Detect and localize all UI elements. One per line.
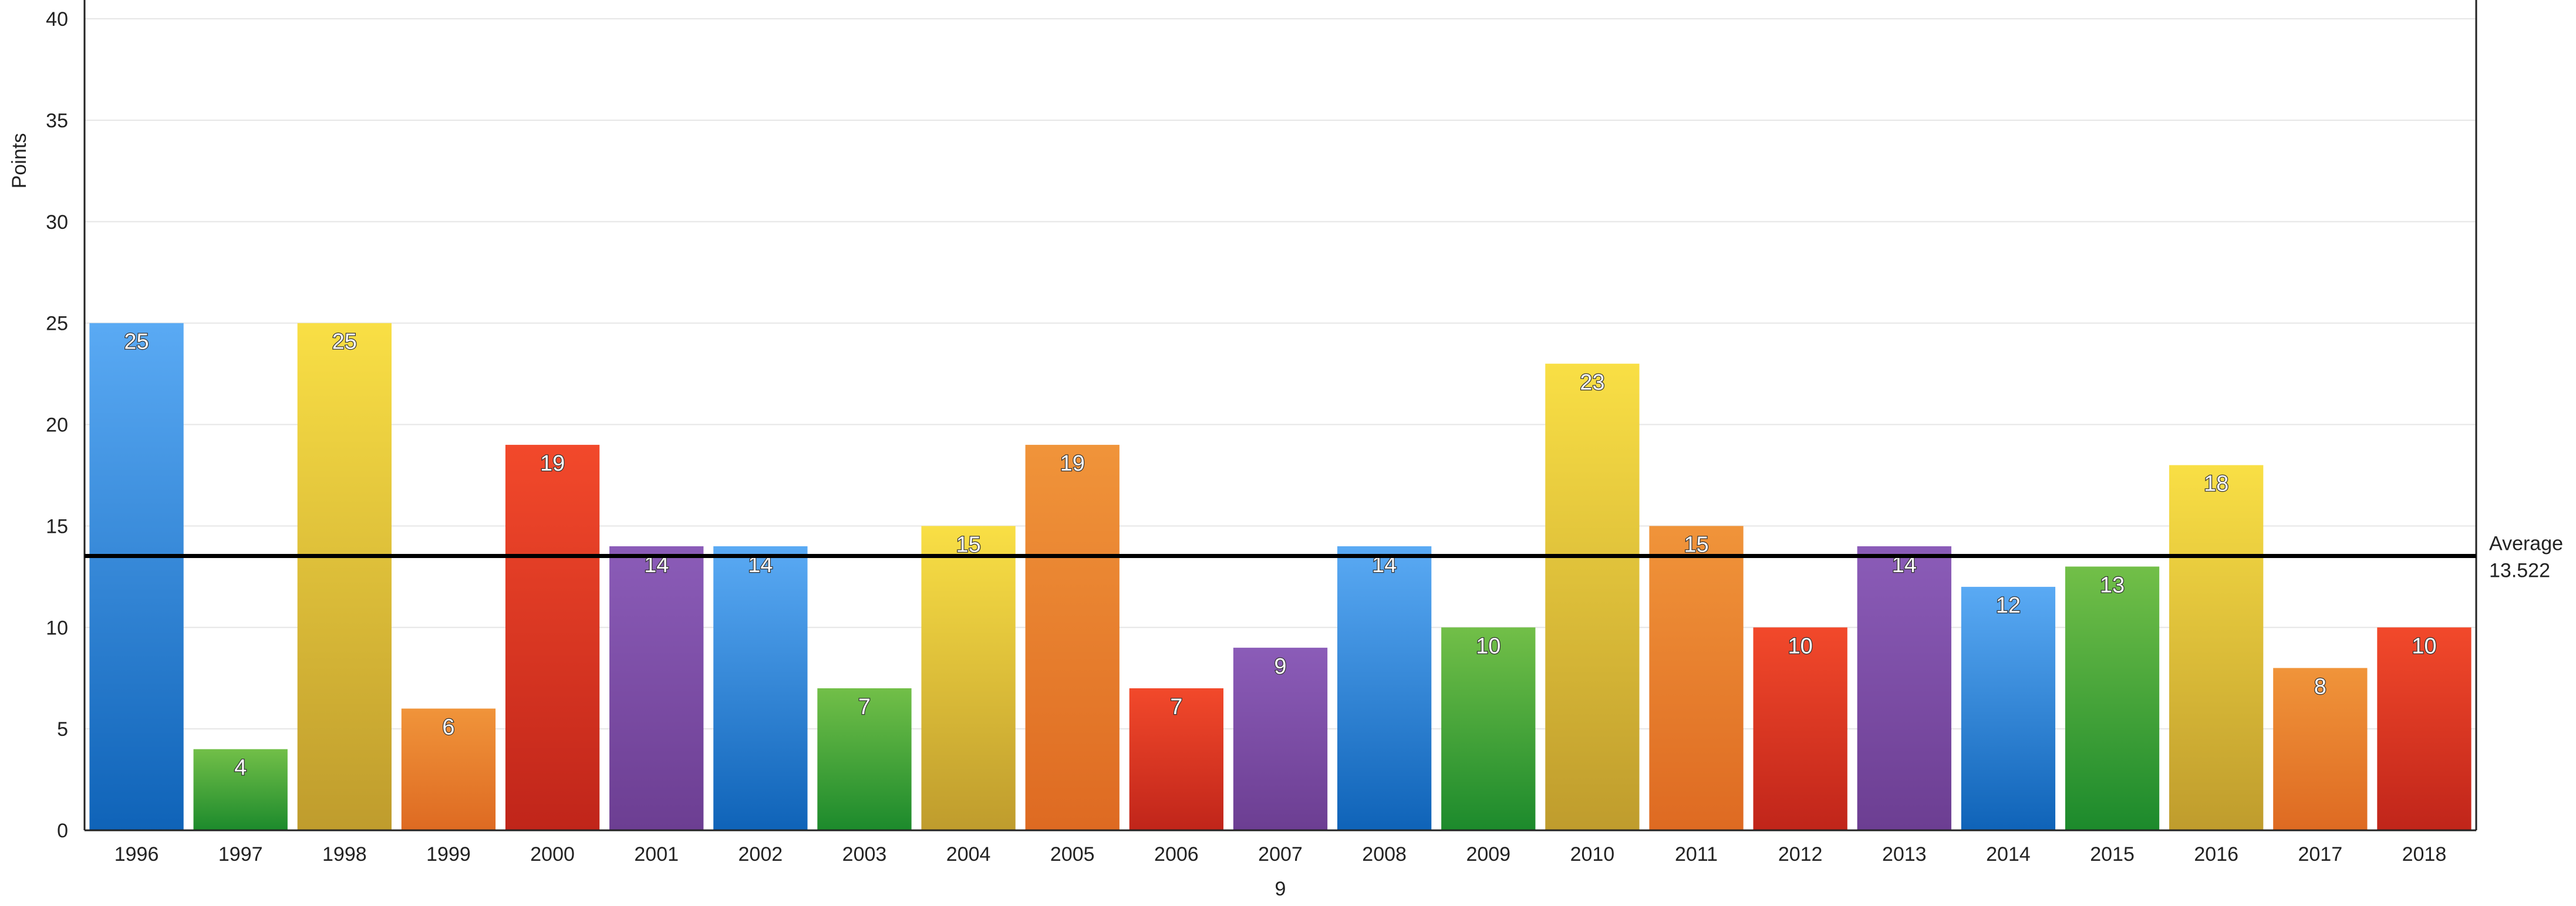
bar-2007 [1233, 647, 1328, 830]
bar-value-label: 19 [540, 451, 565, 476]
y-tick-label: 35 [46, 110, 68, 132]
bar-value-label: 12 [1996, 593, 2021, 618]
x-tick-label: 2004 [946, 843, 991, 866]
x-tick-label: 2006 [1154, 843, 1199, 866]
bar-value-label: 13 [2100, 573, 2125, 598]
x-axis-title: 9 [1275, 878, 1286, 900]
x-tick-label: 2014 [1986, 843, 2031, 866]
bar-value-label: 7 [1170, 695, 1182, 719]
grid-lines [85, 18, 2476, 730]
bar-value-label: 10 [1788, 634, 1813, 658]
bar-value-label: 19 [1060, 451, 1085, 476]
x-tick-label: 2016 [2194, 843, 2238, 866]
bar-value-label: 4 [234, 756, 247, 780]
bar-1997 [193, 749, 288, 830]
bar-2013 [1857, 546, 1951, 830]
y-tick-labels: 0 5 10 15 20 25 30 35 40 [46, 8, 68, 842]
bar-2017 [2273, 668, 2368, 830]
bar-value-label: 9 [1274, 654, 1286, 679]
x-tick-label: 1996 [114, 843, 159, 866]
average-value: 13.522 [2489, 559, 2550, 582]
bar-value-label: 18 [2204, 472, 2228, 496]
y-tick-label: 40 [46, 8, 68, 31]
x-tick-label: 2013 [1882, 843, 1927, 866]
x-tick-label: 2000 [530, 843, 575, 866]
y-tick-label: 15 [46, 515, 68, 537]
bar-2006 [1129, 688, 1224, 830]
bar-2016 [2169, 465, 2264, 830]
bar-value-label: 25 [124, 330, 149, 354]
bar-1999 [401, 708, 496, 830]
x-tick-label: 2005 [1050, 843, 1095, 866]
bar-2018 [2377, 627, 2472, 830]
x-tick-label: 1999 [426, 843, 471, 866]
x-tick-labels: 1996 1997 1998 1999 2000 2001 2002 2003 2004 2005… [114, 843, 2447, 866]
x-tick-label: 2018 [2402, 843, 2447, 866]
x-tick-label: 2012 [1778, 843, 1823, 866]
bar-1996 [89, 323, 184, 830]
bar-2002 [713, 546, 808, 830]
x-tick-label: 1997 [218, 843, 263, 866]
bar-2014 [1961, 587, 2056, 830]
bar-value-label: 10 [1476, 634, 1501, 658]
bar-2000 [505, 445, 600, 830]
bar-2011 [1649, 526, 1744, 830]
x-tick-label: 2011 [1675, 843, 1718, 866]
y-tick-label: 0 [57, 820, 68, 842]
y-tick-label: 30 [46, 211, 68, 234]
bar-value-label: 25 [332, 330, 357, 354]
bar-value-label: 6 [442, 715, 454, 740]
bar-2012 [1753, 627, 1847, 830]
bar-value-label: 23 [1580, 370, 1604, 395]
x-tick-label: 2002 [739, 843, 783, 866]
bar-value-label: 7 [858, 695, 871, 719]
x-tick-label: 1998 [322, 843, 367, 866]
bar-2001 [609, 546, 704, 830]
x-tick-label: 2003 [842, 843, 887, 866]
bar-2005 [1025, 445, 1120, 830]
bar-2008 [1337, 546, 1432, 830]
axes [83, 0, 2477, 831]
x-tick-label: 2010 [1570, 843, 1615, 866]
average-label: Average [2489, 532, 2563, 555]
y-tick-label: 25 [46, 313, 68, 335]
bar-2003 [817, 688, 912, 830]
bar-value-label: 15 [1684, 532, 1708, 557]
x-tick-label: 2001 [634, 843, 679, 866]
x-tick-label: 2007 [1258, 843, 1303, 866]
y-tick-label: 20 [46, 414, 68, 437]
bar-value-label: 15 [956, 532, 980, 557]
bar-2004 [921, 526, 1016, 830]
bar-value-label: 8 [2314, 674, 2327, 699]
x-tick-label: 2009 [1466, 843, 1510, 866]
y-tick-label: 5 [57, 718, 68, 741]
x-tick-label: 2017 [2298, 843, 2342, 866]
bar-2015 [2065, 566, 2160, 830]
bar-2010 [1545, 363, 1640, 830]
x-tick-label: 2008 [1362, 843, 1407, 866]
bar-1998 [297, 323, 392, 830]
bars [89, 323, 2472, 830]
y-tick-label: 10 [46, 617, 68, 639]
bar-2009 [1441, 627, 1536, 830]
y-axis-title: Points [8, 133, 31, 189]
x-tick-label: 2015 [2090, 843, 2135, 866]
bar-value-label: 10 [2412, 634, 2436, 658]
